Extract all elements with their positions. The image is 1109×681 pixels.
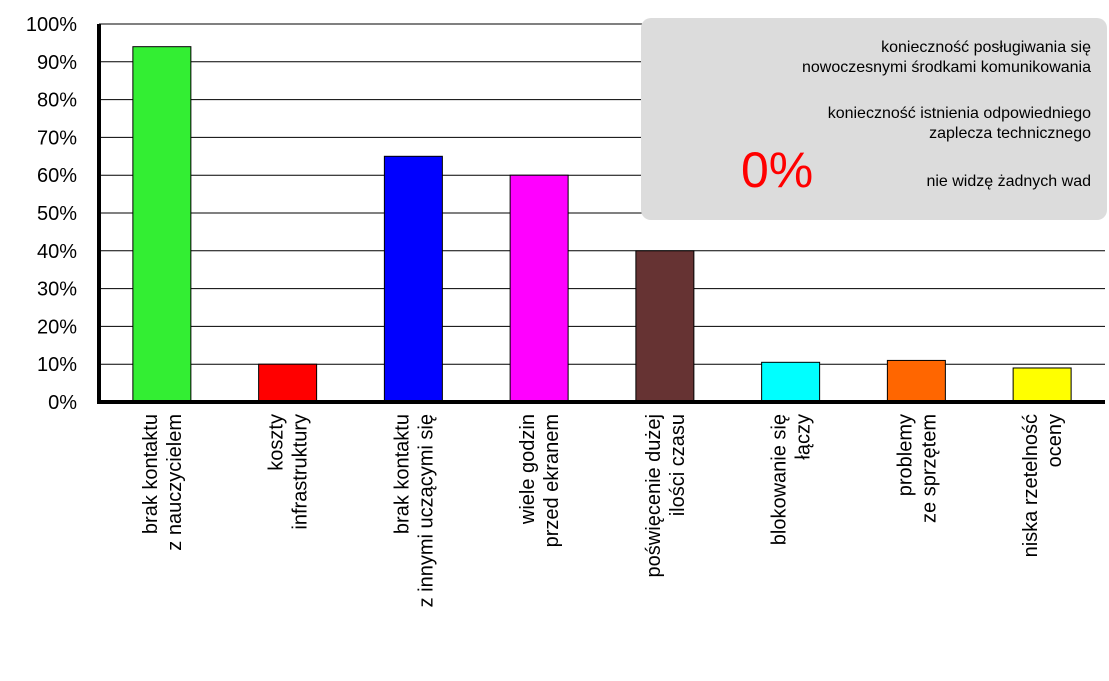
bar xyxy=(132,46,192,403)
legend-note-box: konieczność posługiwania się nowoczesnym… xyxy=(641,18,1107,220)
x-tick-label: niska rzetelność oceny xyxy=(1020,414,1066,557)
axes xyxy=(97,24,1105,404)
note-communication: konieczność posługiwania się nowoczesnym… xyxy=(801,39,1091,76)
y-tick-label: 60% xyxy=(37,165,77,187)
y-tick-label: 0% xyxy=(48,392,77,414)
x-tick-label: brak kontaktu z innymi uczącymi się xyxy=(391,414,437,607)
bar xyxy=(258,363,318,403)
bar xyxy=(886,359,946,403)
y-axis-ticks: 0% 10% 20% 30% 40% 50% 60% 70% 80% 90% 100% xyxy=(26,14,77,414)
y-tick-label: 100% xyxy=(26,14,77,36)
zero-percent-value: 0% xyxy=(741,142,814,198)
note-no-disadvantages: nie widzę żadnych wad xyxy=(926,173,1091,190)
x-tick-label: poświęcenie dużej ilości czasu xyxy=(643,414,689,577)
x-tick-label: koszty infrastruktury xyxy=(266,414,312,530)
y-tick-label: 40% xyxy=(37,241,77,263)
bar xyxy=(761,361,821,403)
x-tick-label: wiele godzin przed ekranem xyxy=(517,414,563,547)
y-tick-label: 30% xyxy=(37,279,77,301)
y-tick-label: 50% xyxy=(37,203,77,225)
x-tick-label: problemy ze sprzętem xyxy=(894,414,940,523)
y-tick-label: 10% xyxy=(37,354,77,376)
bar xyxy=(509,174,569,403)
note-technical-base: konieczność istnienia odpowiedniego zapl… xyxy=(827,105,1091,142)
y-tick-label: 20% xyxy=(37,316,77,338)
bar xyxy=(635,250,695,403)
y-tick-label: 80% xyxy=(37,90,77,112)
x-tick-label: blokowanie się łączy xyxy=(769,414,815,545)
bar xyxy=(383,155,443,403)
x-axis-labels: brak kontaktu z nauczycielem koszty infrast… xyxy=(140,414,1066,607)
y-tick-label: 90% xyxy=(37,52,77,74)
y-tick-label: 70% xyxy=(37,127,77,149)
x-tick-label: brak kontaktu z nauczycielem xyxy=(140,414,186,551)
bar xyxy=(1012,367,1072,403)
